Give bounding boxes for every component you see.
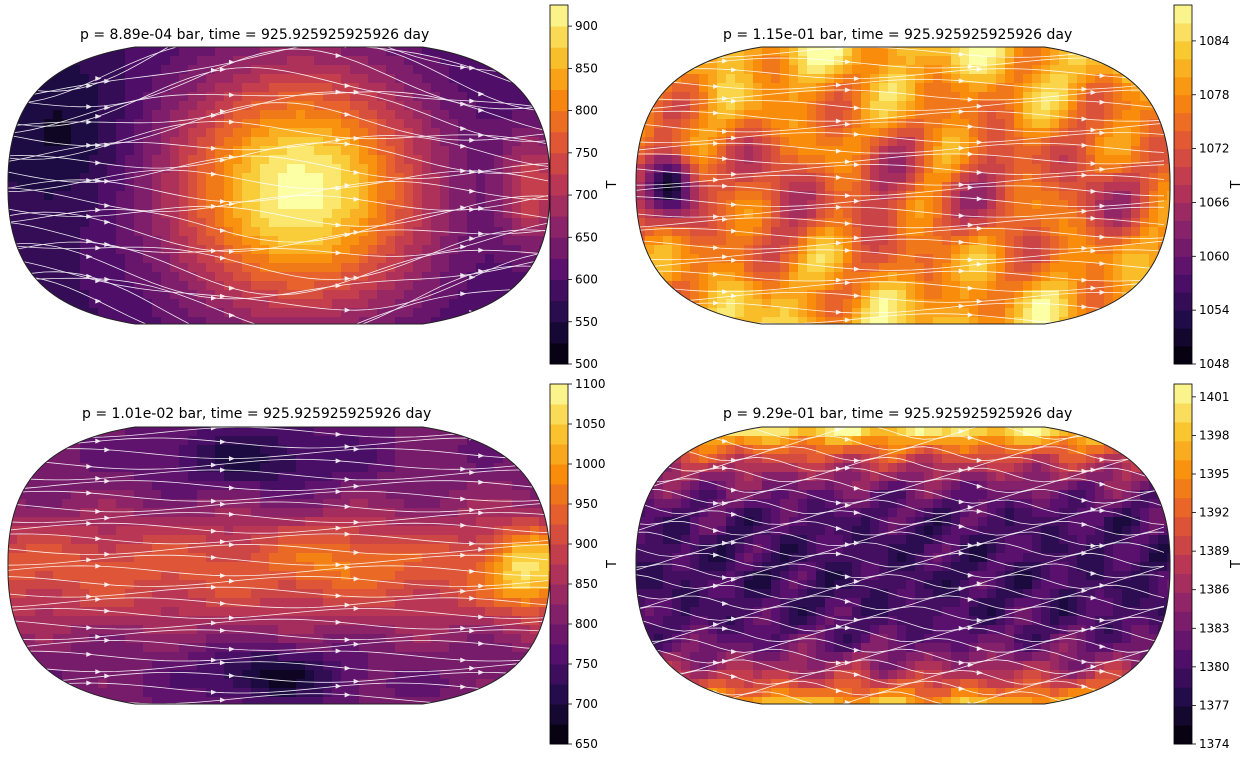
colorbar-tick-label: 1392 <box>1199 506 1230 520</box>
colorbar-tick-label: 1401 <box>1199 390 1230 404</box>
colorbar-tick-label: 500 <box>575 357 598 371</box>
panel-2-map <box>635 46 1171 325</box>
colorbar-tick-label: 1386 <box>1199 583 1230 597</box>
colorbar-tick-label: 800 <box>575 617 598 631</box>
colorbar-tick-label: 1054 <box>1199 303 1230 317</box>
colorbar-tick-label: 600 <box>575 273 598 287</box>
panel-4-colorbar: 1374 1377 1380 1383 1386 1389 1392 1395 1398 1401… <box>1173 383 1244 751</box>
panel-3-outline <box>7 426 551 705</box>
colorbar-tick-label: 900 <box>575 537 598 551</box>
panel-1-outline <box>7 46 551 325</box>
colorbar-tick-label: 1374 <box>1199 737 1230 751</box>
colorbar-tick-label: 1398 <box>1199 428 1230 442</box>
colorbar-label: T <box>1229 560 1244 569</box>
colorbar-tick-label: 700 <box>575 188 598 202</box>
panel-1-map <box>7 46 551 325</box>
colorbar-tick-label: 550 <box>575 315 598 329</box>
colorbar-tick-label: 1383 <box>1199 621 1230 635</box>
colorbar-tick-label: 1072 <box>1199 142 1230 156</box>
panel-1-streamlines <box>7 47 549 324</box>
panel-1-colorbar: 500 550 600 650 700 750 800 850 900 T <box>549 4 620 371</box>
colorbar-tick-label: 650 <box>575 230 598 244</box>
colorbar-label: T <box>1229 180 1244 189</box>
colorbar-tick-label: 1389 <box>1199 544 1230 558</box>
colorbar-tick-label: 1066 <box>1199 195 1230 209</box>
colorbar-tick-label: 800 <box>575 104 598 118</box>
panel-2-outline <box>635 46 1171 325</box>
colorbar-tick-label: 1100 <box>575 377 606 391</box>
colorbar-tick-label: 1060 <box>1199 249 1230 263</box>
colorbar-tick-label: 850 <box>575 61 598 75</box>
panel-2-title-text: 1.15e-01 bar, time = 925.925925925926 da… <box>752 27 1073 43</box>
colorbar-tick-label: 1395 <box>1199 467 1230 481</box>
colorbar-tick-label: 700 <box>575 697 598 711</box>
colorbar-tick-label: 850 <box>575 577 598 591</box>
panel-4-title: p = 9.29e-01 bar, time = 925.92592592592… <box>723 406 1073 422</box>
colorbar-tick-label: 1078 <box>1199 88 1230 102</box>
panel-2-colorbar: 1048 1054 1060 1066 1072 1078 1084 T <box>1173 4 1244 371</box>
colorbar-label: T <box>605 560 620 569</box>
colorbar-tick-label: 750 <box>575 146 598 160</box>
colorbar-tick-label: 1380 <box>1199 660 1230 674</box>
colorbar-tick-label: 1000 <box>575 457 606 471</box>
panel-4-outline <box>635 426 1171 705</box>
colorbar-tick-label: 1050 <box>575 417 606 431</box>
colorbar-tick-label: 1048 <box>1199 357 1230 371</box>
colorbar-label: T <box>605 180 620 189</box>
panel-3-map <box>7 426 551 705</box>
colorbar-tick-label: 900 <box>575 19 598 33</box>
colorbar-tick-label: 1084 <box>1199 34 1230 48</box>
panel-2-title: p = 1.15e-01 bar, time = 925.92592592592… <box>723 27 1072 43</box>
panel-2-title-prefix: p = <box>723 27 749 43</box>
panel-1-title: p = 8.89e-04 bar, time = 925.92592592592… <box>80 27 430 43</box>
colorbar-tick-label: 1377 <box>1199 698 1230 712</box>
colorbar-tick-label: 950 <box>575 497 598 511</box>
colorbar-tick-label: 750 <box>575 657 598 671</box>
panel-3-colorbar: 650 700 750 800 850 900 950 1000 1050 1100 T <box>549 377 620 751</box>
panel-4-map <box>635 426 1171 705</box>
colorbar-tick-label: 650 <box>575 737 598 751</box>
panel-3-title: p = 1.01e-02 bar, time = 925.92592592592… <box>82 406 432 422</box>
